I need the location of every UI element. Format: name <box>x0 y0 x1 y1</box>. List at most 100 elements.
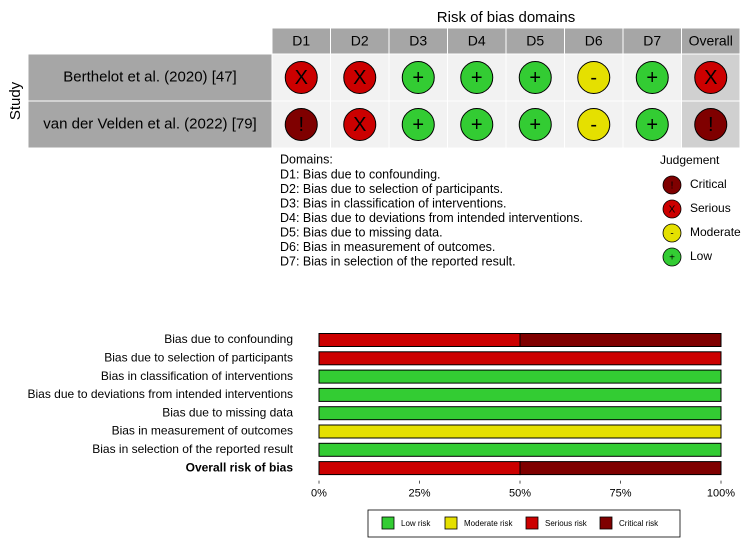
domain-description: D2: Bias due to selection of participant… <box>280 182 503 196</box>
judgement-symbol: + <box>412 114 424 136</box>
judgement-circle <box>401 108 435 141</box>
x-tick-label: 0% <box>311 488 327 500</box>
domain-label: Overall <box>689 33 733 49</box>
domain-label: D7 <box>643 33 661 49</box>
x-tick-label: 75% <box>609 488 631 500</box>
domain-header <box>330 27 390 55</box>
judgement-symbol: - <box>590 114 597 136</box>
category-label: Bias due to selection of participants <box>104 350 293 364</box>
legend-title: Judgement <box>660 153 720 167</box>
legend-swatch <box>381 516 395 530</box>
legend-circle <box>662 199 682 219</box>
domain-description: D5: Bias due to missing data. <box>280 225 443 239</box>
judgement-circle <box>694 61 728 94</box>
bar-segment <box>318 351 722 366</box>
judgement-circle <box>577 108 611 141</box>
bar-segment <box>318 461 521 476</box>
domain-label: D3 <box>409 33 427 49</box>
judgement-symbol: + <box>471 67 483 89</box>
legend-label: Moderate <box>690 225 741 239</box>
bar-segment <box>318 369 722 384</box>
domain-header <box>681 27 741 55</box>
bar-segment <box>519 461 722 476</box>
study-name: Berthelot et al. (2020) [47] <box>63 68 236 85</box>
legend-label: Low <box>690 249 712 263</box>
study-name: van der Velden et al. (2022) [79] <box>43 115 256 132</box>
bar-segment <box>318 387 722 402</box>
judgement-circle <box>518 108 552 141</box>
judgement-circle <box>635 108 669 141</box>
domain-header <box>564 27 624 55</box>
judgement-circle <box>284 108 318 141</box>
x-tick-label: 100% <box>707 488 735 500</box>
judgement-symbol: - <box>590 67 597 89</box>
judgement-symbol: X <box>295 67 308 89</box>
domain-label: D6 <box>585 33 603 49</box>
category-label: Bias due to missing data <box>162 405 293 419</box>
legend-label: Low risk <box>401 519 431 528</box>
legend-label: Critical risk <box>619 519 659 528</box>
bar-segment <box>318 442 722 457</box>
bar-segment <box>519 333 722 347</box>
legend-swatch <box>525 516 539 530</box>
domain-label: D2 <box>351 33 369 49</box>
judgement-symbol: + <box>646 114 658 136</box>
category-label: Bias in measurement of outcomes <box>112 424 293 438</box>
judgement-symbol: + <box>529 114 541 136</box>
legend-label: Critical <box>690 177 727 191</box>
legend-circle <box>662 247 682 267</box>
x-tick-label: 50% <box>509 488 531 500</box>
judgement-symbol: ! <box>708 114 714 136</box>
domains-heading: Domains: <box>280 152 333 166</box>
domain-description: D1: Bias due to confounding. <box>280 167 441 181</box>
category-label: Bias in classification of interventions <box>101 369 293 383</box>
domain-description: D7: Bias in selection of the reported re… <box>280 254 516 268</box>
y-label: Study <box>7 81 24 120</box>
bar-segment <box>318 333 521 347</box>
legend-symbol: - <box>670 229 673 240</box>
domain-header <box>271 27 331 55</box>
judgement-symbol: + <box>529 67 541 89</box>
legend-symbol: X <box>669 205 676 216</box>
category-label: Bias due to confounding <box>164 332 293 346</box>
x-tick-label: 25% <box>408 488 430 500</box>
traffic-title: Risk of bias domains <box>437 9 575 26</box>
bar-segment <box>318 406 722 421</box>
legend-symbol: + <box>669 253 675 264</box>
judgement-circle <box>343 108 377 141</box>
judgement-circle <box>577 61 611 94</box>
judgement-symbol: + <box>412 67 424 89</box>
judgement-circle <box>284 61 318 94</box>
judgement-symbol: + <box>646 67 658 89</box>
judgement-symbol: ! <box>298 114 304 136</box>
legend-swatch <box>599 516 613 530</box>
domain-label: D5 <box>526 33 544 49</box>
legend-symbol: ! <box>671 181 674 192</box>
domain-label: D4 <box>468 33 486 49</box>
judgement-circle <box>460 108 494 141</box>
category-label: Bias in selection of the reported result <box>92 442 293 456</box>
domain-label: D1 <box>292 33 310 49</box>
category-label: Bias due to deviations from intended int… <box>28 387 294 401</box>
judgement-symbol: X <box>704 67 717 89</box>
domain-description: D3: Bias in classification of interventi… <box>280 196 507 210</box>
judgement-circle <box>635 61 669 94</box>
legend-box <box>367 509 681 538</box>
judgement-circle <box>343 61 377 94</box>
study-cell <box>27 100 273 149</box>
bar-segment <box>318 424 722 439</box>
domain-description: D6: Bias in measurement of outcomes. <box>280 240 495 254</box>
legend-label: Serious risk <box>545 519 588 528</box>
judgement-circle <box>518 61 552 94</box>
legend-circle <box>662 175 682 195</box>
judgement-circle <box>694 108 728 141</box>
category-label: Overall risk of bias <box>186 460 294 474</box>
judgement-circle <box>460 61 494 94</box>
judgement-symbol: X <box>353 67 366 89</box>
domain-description: D4: Bias due to deviations from intended… <box>280 211 583 225</box>
legend-swatch <box>444 516 458 530</box>
legend-circle <box>662 223 682 243</box>
judgement-symbol: + <box>471 114 483 136</box>
legend-label: Moderate risk <box>464 519 513 528</box>
